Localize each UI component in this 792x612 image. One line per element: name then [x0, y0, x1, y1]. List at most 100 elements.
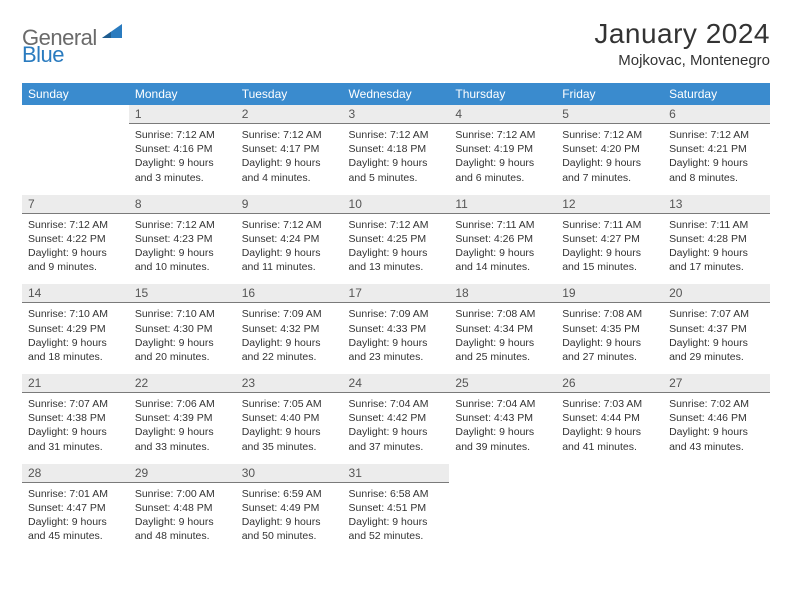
- sunset-text: Sunset: 4:46 PM: [669, 411, 764, 425]
- day-number: 19: [556, 284, 663, 303]
- sunset-text: Sunset: 4:48 PM: [135, 501, 230, 515]
- sunset-text: Sunset: 4:30 PM: [135, 322, 230, 336]
- weekday-header: Sunday: [22, 83, 129, 105]
- day-number: 5: [556, 105, 663, 124]
- daylight-line2: and 39 minutes.: [455, 440, 550, 454]
- day-details: Sunrise: 7:04 AMSunset: 4:42 PMDaylight:…: [343, 393, 450, 464]
- calendar-day-cell: 4Sunrise: 7:12 AMSunset: 4:19 PMDaylight…: [449, 105, 556, 195]
- sunrise-text: Sunrise: 6:58 AM: [349, 487, 444, 501]
- sunrise-text: Sunrise: 7:01 AM: [28, 487, 123, 501]
- weekday-header: Tuesday: [236, 83, 343, 105]
- daylight-line2: and 52 minutes.: [349, 529, 444, 543]
- day-details: Sunrise: 7:02 AMSunset: 4:46 PMDaylight:…: [663, 393, 770, 464]
- daylight-line1: Daylight: 9 hours: [28, 515, 123, 529]
- daylight-line1: Daylight: 9 hours: [242, 156, 337, 170]
- weekday-header: Friday: [556, 83, 663, 105]
- calendar-week-row: 28Sunrise: 7:01 AMSunset: 4:47 PMDayligh…: [22, 464, 770, 554]
- day-number: 21: [22, 374, 129, 393]
- calendar-week-row: 14Sunrise: 7:10 AMSunset: 4:29 PMDayligh…: [22, 284, 770, 374]
- sunrise-text: Sunrise: 7:11 AM: [562, 218, 657, 232]
- day-number: 1: [129, 105, 236, 124]
- daylight-line1: Daylight: 9 hours: [28, 425, 123, 439]
- day-details: Sunrise: 7:12 AMSunset: 4:21 PMDaylight:…: [663, 124, 770, 195]
- sunset-text: Sunset: 4:37 PM: [669, 322, 764, 336]
- calendar-day-cell: 24Sunrise: 7:04 AMSunset: 4:42 PMDayligh…: [343, 374, 450, 464]
- day-number: 10: [343, 195, 450, 214]
- sunset-text: Sunset: 4:17 PM: [242, 142, 337, 156]
- calendar-day-cell: 26Sunrise: 7:03 AMSunset: 4:44 PMDayligh…: [556, 374, 663, 464]
- sunset-text: Sunset: 4:16 PM: [135, 142, 230, 156]
- calendar-table: SundayMondayTuesdayWednesdayThursdayFrid…: [22, 83, 770, 553]
- daylight-line2: and 29 minutes.: [669, 350, 764, 364]
- sunrise-text: Sunrise: 7:06 AM: [135, 397, 230, 411]
- sunset-text: Sunset: 4:38 PM: [28, 411, 123, 425]
- calendar-day-cell: [663, 464, 770, 554]
- day-details: Sunrise: 7:10 AMSunset: 4:30 PMDaylight:…: [129, 303, 236, 374]
- daylight-line2: and 25 minutes.: [455, 350, 550, 364]
- day-details: Sunrise: 7:12 AMSunset: 4:22 PMDaylight:…: [22, 214, 129, 285]
- brand-blue-row: Blue: [22, 42, 64, 68]
- calendar-page: General January 2024 Mojkovac, Montenegr…: [0, 0, 792, 571]
- calendar-day-cell: 9Sunrise: 7:12 AMSunset: 4:24 PMDaylight…: [236, 195, 343, 285]
- calendar-day-cell: 14Sunrise: 7:10 AMSunset: 4:29 PMDayligh…: [22, 284, 129, 374]
- day-number: 15: [129, 284, 236, 303]
- daylight-line1: Daylight: 9 hours: [562, 246, 657, 260]
- weekday-header: Wednesday: [343, 83, 450, 105]
- day-details: Sunrise: 7:08 AMSunset: 4:35 PMDaylight:…: [556, 303, 663, 374]
- sunrise-text: Sunrise: 7:12 AM: [349, 218, 444, 232]
- sunset-text: Sunset: 4:43 PM: [455, 411, 550, 425]
- day-number: 4: [449, 105, 556, 124]
- calendar-day-cell: 18Sunrise: 7:08 AMSunset: 4:34 PMDayligh…: [449, 284, 556, 374]
- daylight-line2: and 6 minutes.: [455, 171, 550, 185]
- sunset-text: Sunset: 4:40 PM: [242, 411, 337, 425]
- daylight-line1: Daylight: 9 hours: [135, 425, 230, 439]
- sunset-text: Sunset: 4:26 PM: [455, 232, 550, 246]
- sunset-text: Sunset: 4:27 PM: [562, 232, 657, 246]
- month-title: January 2024: [594, 18, 770, 50]
- daylight-line1: Daylight: 9 hours: [669, 425, 764, 439]
- day-number: 30: [236, 464, 343, 483]
- daylight-line2: and 5 minutes.: [349, 171, 444, 185]
- day-details: Sunrise: 6:58 AMSunset: 4:51 PMDaylight:…: [343, 483, 450, 554]
- daylight-line1: Daylight: 9 hours: [28, 246, 123, 260]
- day-details: Sunrise: 7:08 AMSunset: 4:34 PMDaylight:…: [449, 303, 556, 374]
- calendar-day-cell: 22Sunrise: 7:06 AMSunset: 4:39 PMDayligh…: [129, 374, 236, 464]
- brand-text-blue: Blue: [22, 42, 64, 67]
- day-details: Sunrise: 7:11 AMSunset: 4:26 PMDaylight:…: [449, 214, 556, 285]
- sunset-text: Sunset: 4:22 PM: [28, 232, 123, 246]
- sunrise-text: Sunrise: 7:12 AM: [135, 128, 230, 142]
- day-number: 11: [449, 195, 556, 214]
- day-details: Sunrise: 7:10 AMSunset: 4:29 PMDaylight:…: [22, 303, 129, 374]
- calendar-day-cell: 5Sunrise: 7:12 AMSunset: 4:20 PMDaylight…: [556, 105, 663, 195]
- sunrise-text: Sunrise: 7:12 AM: [669, 128, 764, 142]
- day-details: Sunrise: 7:06 AMSunset: 4:39 PMDaylight:…: [129, 393, 236, 464]
- sunset-text: Sunset: 4:44 PM: [562, 411, 657, 425]
- page-header: General January 2024 Mojkovac, Montenegr…: [22, 18, 770, 69]
- sunrise-text: Sunrise: 7:12 AM: [135, 218, 230, 232]
- sunset-text: Sunset: 4:42 PM: [349, 411, 444, 425]
- calendar-day-cell: 13Sunrise: 7:11 AMSunset: 4:28 PMDayligh…: [663, 195, 770, 285]
- day-number: 27: [663, 374, 770, 393]
- daylight-line2: and 43 minutes.: [669, 440, 764, 454]
- calendar-day-cell: [22, 105, 129, 195]
- daylight-line1: Daylight: 9 hours: [562, 336, 657, 350]
- day-number: 7: [22, 195, 129, 214]
- calendar-day-cell: 30Sunrise: 6:59 AMSunset: 4:49 PMDayligh…: [236, 464, 343, 554]
- calendar-day-cell: 2Sunrise: 7:12 AMSunset: 4:17 PMDaylight…: [236, 105, 343, 195]
- daylight-line2: and 31 minutes.: [28, 440, 123, 454]
- day-number: 23: [236, 374, 343, 393]
- sunset-text: Sunset: 4:47 PM: [28, 501, 123, 515]
- daylight-line2: and 8 minutes.: [669, 171, 764, 185]
- daylight-line1: Daylight: 9 hours: [242, 425, 337, 439]
- sunset-text: Sunset: 4:33 PM: [349, 322, 444, 336]
- calendar-day-cell: 23Sunrise: 7:05 AMSunset: 4:40 PMDayligh…: [236, 374, 343, 464]
- day-number: 22: [129, 374, 236, 393]
- calendar-day-cell: 3Sunrise: 7:12 AMSunset: 4:18 PMDaylight…: [343, 105, 450, 195]
- sunrise-text: Sunrise: 7:04 AM: [455, 397, 550, 411]
- calendar-day-cell: 10Sunrise: 7:12 AMSunset: 4:25 PMDayligh…: [343, 195, 450, 285]
- sunrise-text: Sunrise: 7:10 AM: [28, 307, 123, 321]
- daylight-line2: and 41 minutes.: [562, 440, 657, 454]
- day-number: 29: [129, 464, 236, 483]
- sunset-text: Sunset: 4:18 PM: [349, 142, 444, 156]
- calendar-week-row: 21Sunrise: 7:07 AMSunset: 4:38 PMDayligh…: [22, 374, 770, 464]
